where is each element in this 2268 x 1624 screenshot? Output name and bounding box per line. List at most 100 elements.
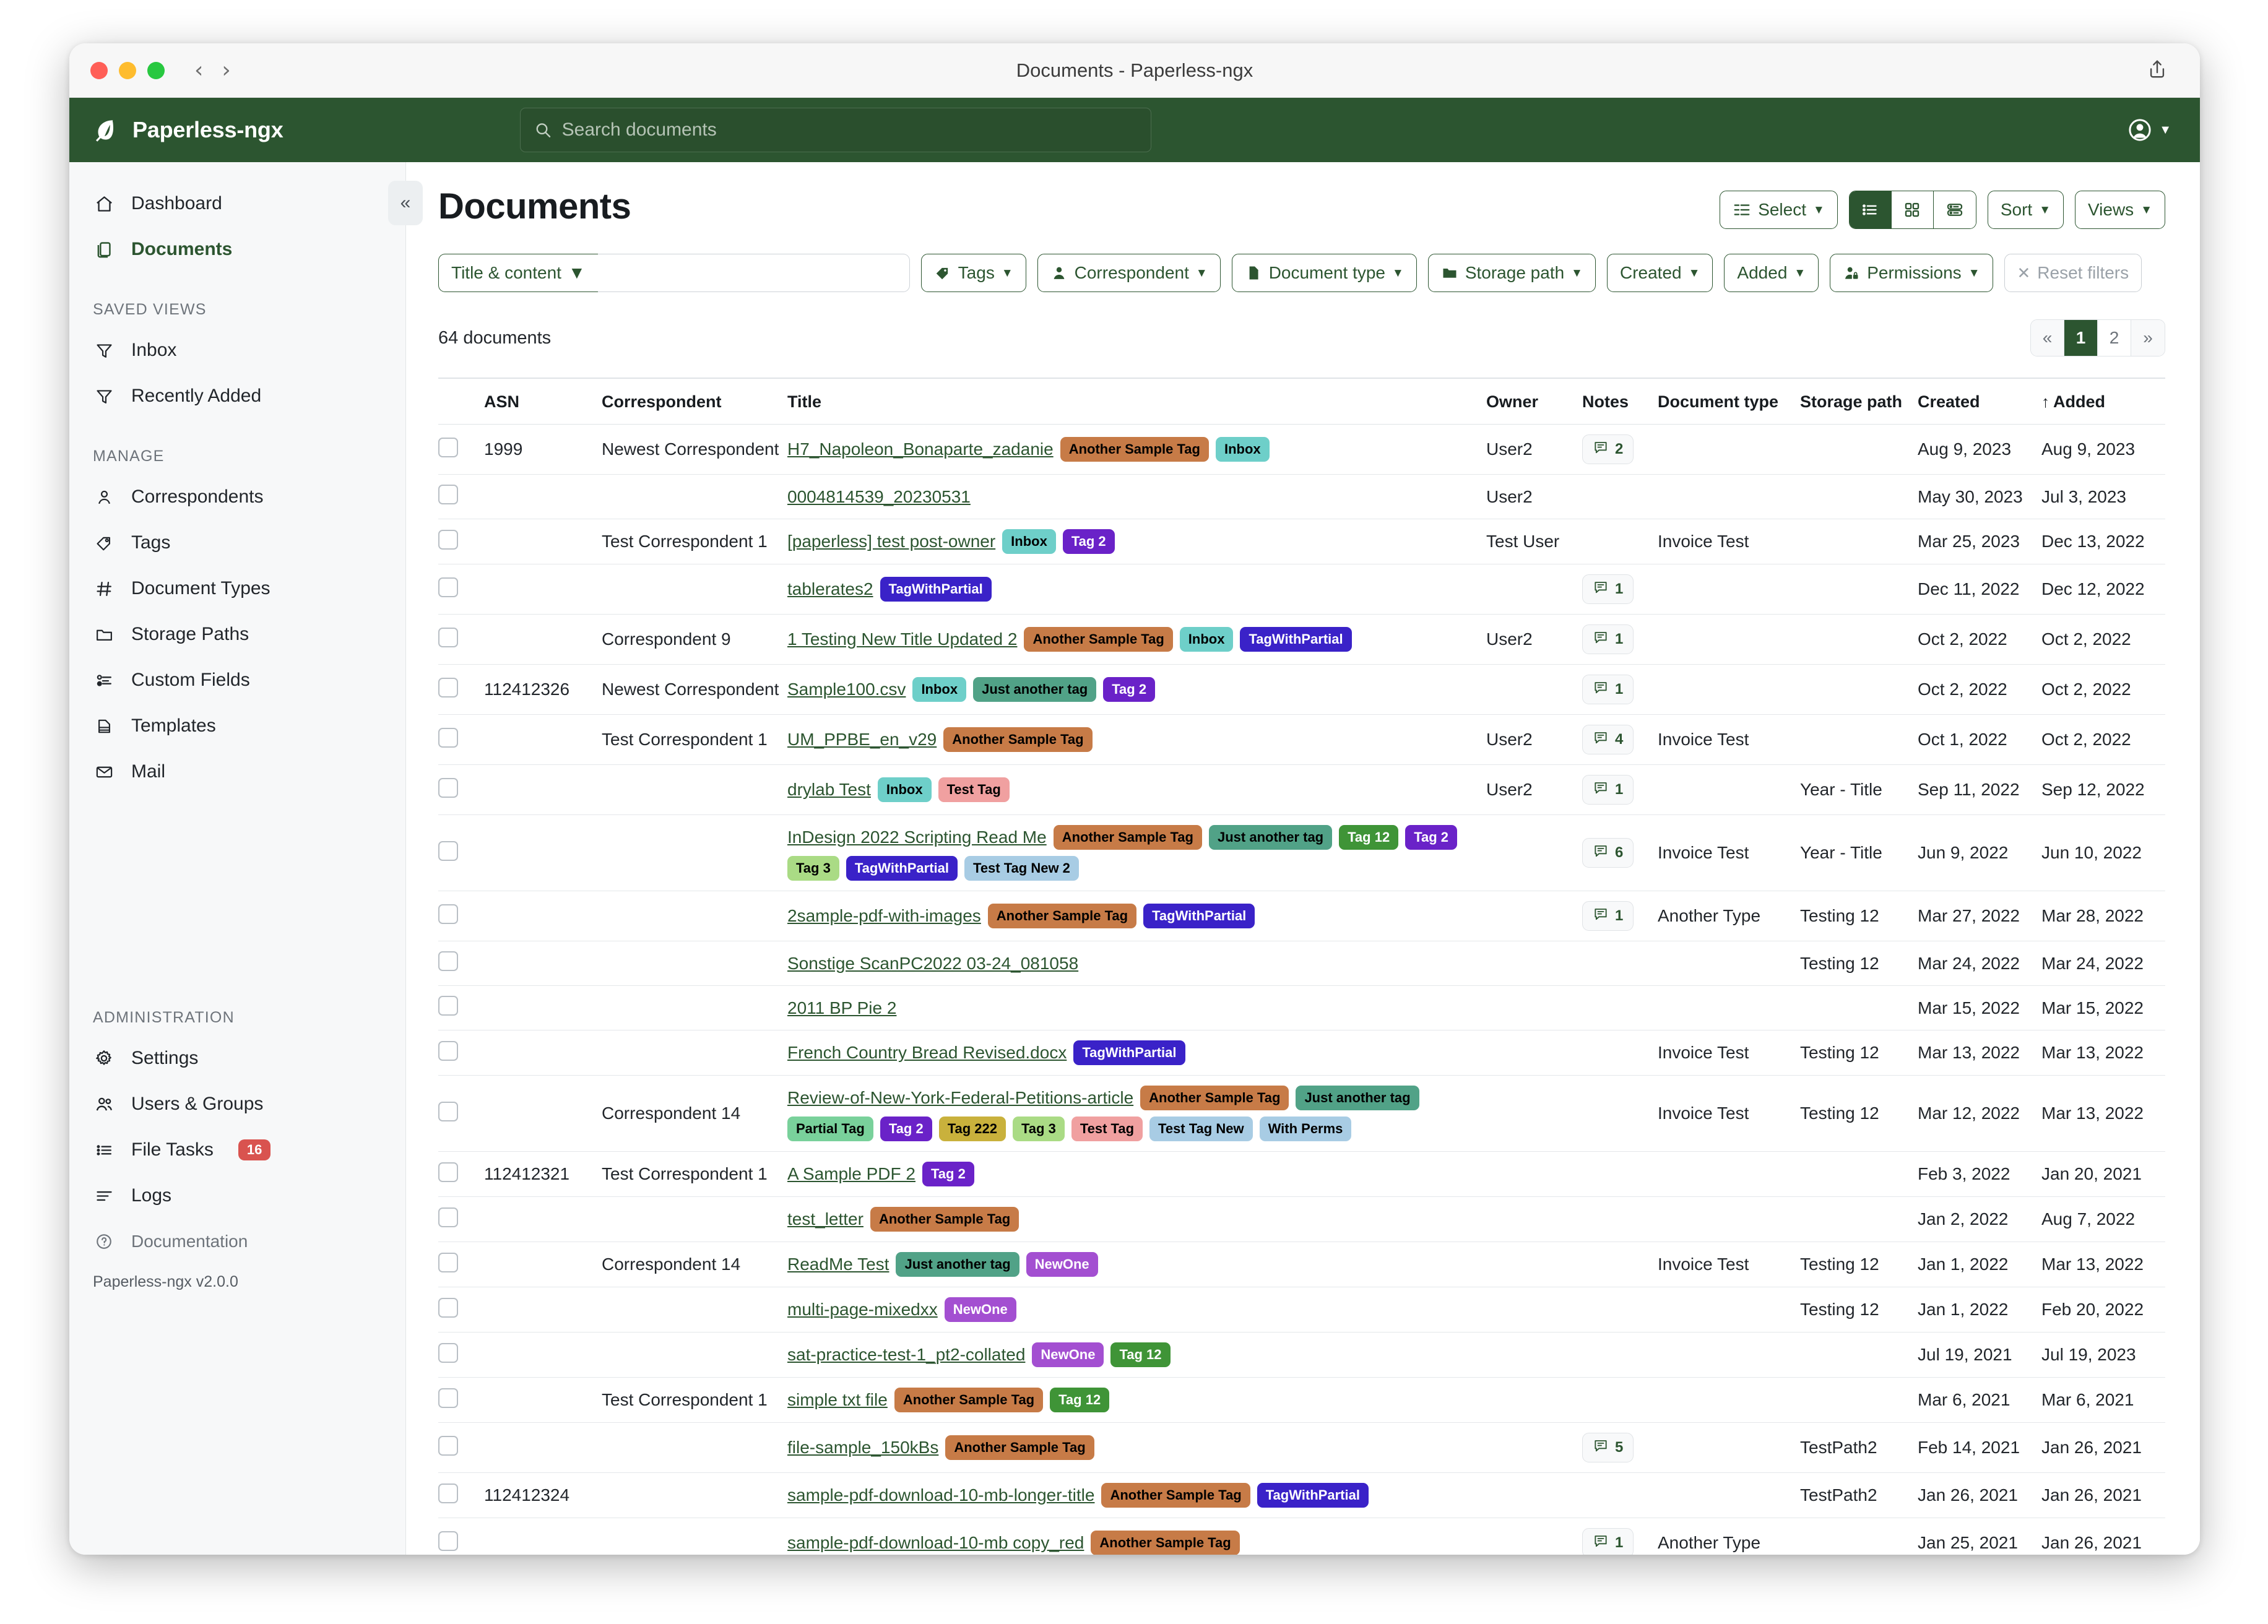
tag-chip[interactable]: Another Sample Tag <box>945 1435 1094 1460</box>
row-checkbox-cell[interactable] <box>438 614 484 665</box>
sidebar-item-dashboard[interactable]: Dashboard <box>69 181 405 227</box>
table-row[interactable]: test_letter Another Sample Tag Jan 2, 2022… <box>438 1196 2165 1242</box>
tag-chip[interactable]: NewOne <box>1032 1342 1104 1367</box>
tag-chip[interactable]: Tag 2 <box>1405 825 1458 850</box>
storage-path-filter-button[interactable]: Storage path ▼ <box>1427 254 1596 292</box>
notes-badge[interactable]: 1 <box>1582 775 1634 805</box>
brand[interactable]: Paperless-ngx <box>92 117 407 143</box>
sidebar-item-mail[interactable]: Mail <box>69 749 405 795</box>
row-checkbox[interactable] <box>438 627 458 647</box>
document-type-filter-button[interactable]: Document type ▼ <box>1231 254 1417 292</box>
notes-badge[interactable]: 1 <box>1582 624 1634 654</box>
sidebar-item-inbox[interactable]: Inbox <box>69 327 405 373</box>
sidebar-item-documentation[interactable]: Documentation <box>69 1219 405 1264</box>
row-checkbox-cell[interactable] <box>438 941 484 986</box>
notes-badge[interactable]: 1 <box>1582 901 1634 931</box>
document-title-link[interactable]: sample-pdf-download-10-mb copy_red <box>787 1533 1084 1552</box>
table-row[interactable]: sample-pdf-download-10-mb copy_red Anothe… <box>438 1518 2165 1555</box>
notes-badge[interactable]: 1 <box>1582 1528 1634 1555</box>
chevron-down-icon[interactable]: ▼ <box>2159 123 2171 137</box>
notes-badge[interactable]: 5 <box>1582 1433 1634 1462</box>
row-checkbox-cell[interactable] <box>438 814 484 891</box>
sidebar-item-correspondents[interactable]: Correspondents <box>69 474 405 520</box>
row-checkbox-cell[interactable] <box>438 1242 484 1287</box>
document-title-link[interactable]: sat-practice-test-1_pt2-collated <box>787 1345 1026 1364</box>
tag-chip[interactable]: Tag 2 <box>1103 677 1156 702</box>
tag-chip[interactable]: Another Sample Tag <box>894 1388 1044 1412</box>
detail-view-button[interactable] <box>1933 191 1976 228</box>
row-checkbox[interactable] <box>438 996 458 1016</box>
tag-chip[interactable]: Inbox <box>1179 627 1234 652</box>
column-header-title[interactable]: Title <box>787 378 1486 425</box>
document-title-link[interactable]: file-sample_150kBs <box>787 1438 939 1457</box>
row-checkbox[interactable] <box>438 840 458 861</box>
table-row[interactable]: 2sample-pdf-with-images Another Sample Ta… <box>438 891 2165 941</box>
tag-chip[interactable]: Tag 3 <box>1013 1116 1065 1141</box>
document-title-link[interactable]: French Country Bread Revised.docx <box>787 1043 1067 1062</box>
document-title-link[interactable]: Sample100.csv <box>787 680 906 699</box>
document-title-link[interactable]: drylab Test <box>787 780 871 799</box>
tag-chip[interactable]: Test Tag New <box>1149 1116 1253 1141</box>
row-checkbox-cell[interactable] <box>438 1287 484 1332</box>
row-checkbox[interactable] <box>438 1252 458 1272</box>
row-checkbox-cell[interactable] <box>438 714 484 765</box>
tag-chip[interactable]: Another Sample Tag <box>1053 825 1202 850</box>
document-title-link[interactable]: test_letter <box>787 1209 863 1229</box>
table-row[interactable]: tablerates2 TagWithPartial 1 Dec 11, 2022 De… <box>438 564 2165 615</box>
column-header-added[interactable]: ↑ Added <box>2041 378 2165 425</box>
table-row[interactable]: 112412326 Newest Correspondent Sample100.c… <box>438 664 2165 715</box>
row-checkbox[interactable] <box>438 904 458 924</box>
search-box[interactable] <box>520 108 1151 152</box>
document-title-link[interactable]: sample-pdf-download-10-mb-longer-title <box>787 1485 1095 1505</box>
tag-chip[interactable]: Tag 2 <box>922 1162 974 1186</box>
tag-chip[interactable]: Tag 222 <box>938 1116 1006 1141</box>
row-checkbox-cell[interactable] <box>438 1075 484 1152</box>
tag-chip[interactable]: Another Sample Tag <box>870 1207 1019 1232</box>
document-title-link[interactable]: H7_Napoleon_Bonaparte_zadanie <box>787 439 1054 459</box>
document-title-link[interactable]: 2sample-pdf-with-images <box>787 906 981 925</box>
table-row[interactable]: multi-page-mixedxx NewOne Testing 12 Jan 1,… <box>438 1287 2165 1332</box>
column-header-storage-path[interactable]: Storage path <box>1800 378 1918 425</box>
tag-chip[interactable]: TagWithPartial <box>1257 1483 1369 1508</box>
row-checkbox[interactable] <box>438 777 458 798</box>
column-header-asn[interactable]: ASN <box>484 378 602 425</box>
row-checkbox-cell[interactable] <box>438 1377 484 1423</box>
document-title-link[interactable]: 1 Testing New Title Updated 2 <box>787 629 1018 649</box>
row-checkbox[interactable] <box>438 1483 458 1503</box>
tag-chip[interactable]: Inbox <box>1215 437 1270 462</box>
row-checkbox-cell[interactable] <box>438 1472 484 1518</box>
sort-button[interactable]: Sort ▼ <box>1987 191 2064 229</box>
tag-chip[interactable]: Inbox <box>912 677 967 702</box>
sidebar-item-templates[interactable]: Templates <box>69 703 405 749</box>
list-view-button[interactable] <box>1849 191 1892 228</box>
title-content-dropdown[interactable]: Title & content ▼ <box>438 254 598 292</box>
tag-chip[interactable]: Another Sample Tag <box>1101 1483 1250 1508</box>
row-checkbox[interactable] <box>438 1040 458 1061</box>
column-header-owner[interactable]: Owner <box>1486 378 1582 425</box>
tag-chip[interactable]: Tag 12 <box>1050 1388 1110 1412</box>
tag-chip[interactable]: Just another tag <box>1208 825 1333 850</box>
row-checkbox[interactable] <box>438 577 458 597</box>
row-checkbox[interactable] <box>438 437 458 457</box>
row-checkbox[interactable] <box>438 1101 458 1121</box>
row-checkbox[interactable] <box>438 529 458 550</box>
pagination-page-2[interactable]: 2 <box>2098 320 2131 356</box>
document-title-link[interactable]: tablerates2 <box>787 579 873 598</box>
row-checkbox-cell[interactable] <box>438 764 484 815</box>
tags-filter-button[interactable]: Tags ▼ <box>920 254 1026 292</box>
correspondent-filter-button[interactable]: Correspondent ▼ <box>1037 254 1221 292</box>
sidebar-item-users-groups[interactable]: Users & Groups <box>69 1081 405 1127</box>
tag-chip[interactable]: Just another tag <box>973 677 1097 702</box>
row-checkbox-cell[interactable] <box>438 564 484 615</box>
row-checkbox-cell[interactable] <box>438 1332 484 1378</box>
row-checkbox[interactable] <box>438 1297 458 1318</box>
table-row[interactable]: drylab Test Inbox Test Tag User2 1 Year - Tit… <box>438 764 2165 815</box>
table-row[interactable]: Correspondent 14 Review-of-New-York-Feder… <box>438 1075 2165 1152</box>
table-row[interactable]: Test Correspondent 1 simple txt file Anoth… <box>438 1377 2165 1423</box>
tag-chip[interactable]: NewOne <box>1026 1252 1098 1277</box>
views-button[interactable]: Views ▼ <box>2075 191 2165 229</box>
document-title-link[interactable]: A Sample PDF 2 <box>787 1164 915 1183</box>
added-filter-button[interactable]: Added ▼ <box>1724 254 1819 292</box>
title-content-input[interactable] <box>597 254 910 292</box>
